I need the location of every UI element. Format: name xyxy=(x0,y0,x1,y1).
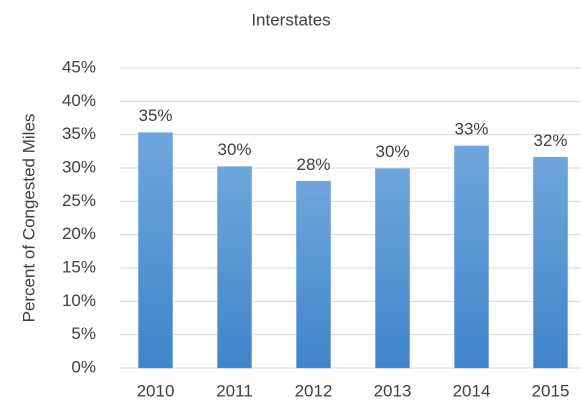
y-tick-label: 30% xyxy=(62,157,96,176)
bar xyxy=(138,132,173,369)
y-tick-label: 20% xyxy=(62,224,96,243)
y-tick-label: 10% xyxy=(62,291,96,310)
y-tick-label: 45% xyxy=(62,57,96,76)
data-label: 30% xyxy=(217,140,251,159)
x-tick-label: 2010 xyxy=(137,381,175,400)
x-tick-label: 2015 xyxy=(532,381,570,400)
bar xyxy=(454,145,489,369)
data-label: 32% xyxy=(533,131,567,150)
y-axis-label: Percent of Congested Miles xyxy=(19,114,38,323)
data-label: 28% xyxy=(296,155,330,174)
y-tick-label: 25% xyxy=(62,191,96,210)
data-label: 30% xyxy=(375,142,409,161)
y-tick-label: 15% xyxy=(62,257,96,276)
bar xyxy=(296,181,331,369)
x-tick-label: 2011 xyxy=(216,381,253,400)
data-label: 33% xyxy=(454,119,488,138)
bar xyxy=(375,168,410,369)
x-tick-label: 2014 xyxy=(453,381,491,400)
bar xyxy=(533,157,568,369)
y-tick-label: 35% xyxy=(62,124,96,143)
x-tick-label: 2013 xyxy=(374,381,412,400)
y-tick-label: 5% xyxy=(71,324,96,343)
chart-title: Interstates xyxy=(251,10,330,29)
bar xyxy=(217,166,252,369)
x-tick-label: 2012 xyxy=(295,381,333,400)
y-tick-label: 0% xyxy=(71,357,96,376)
data-label: 35% xyxy=(138,106,172,125)
y-tick-label: 40% xyxy=(62,91,96,110)
